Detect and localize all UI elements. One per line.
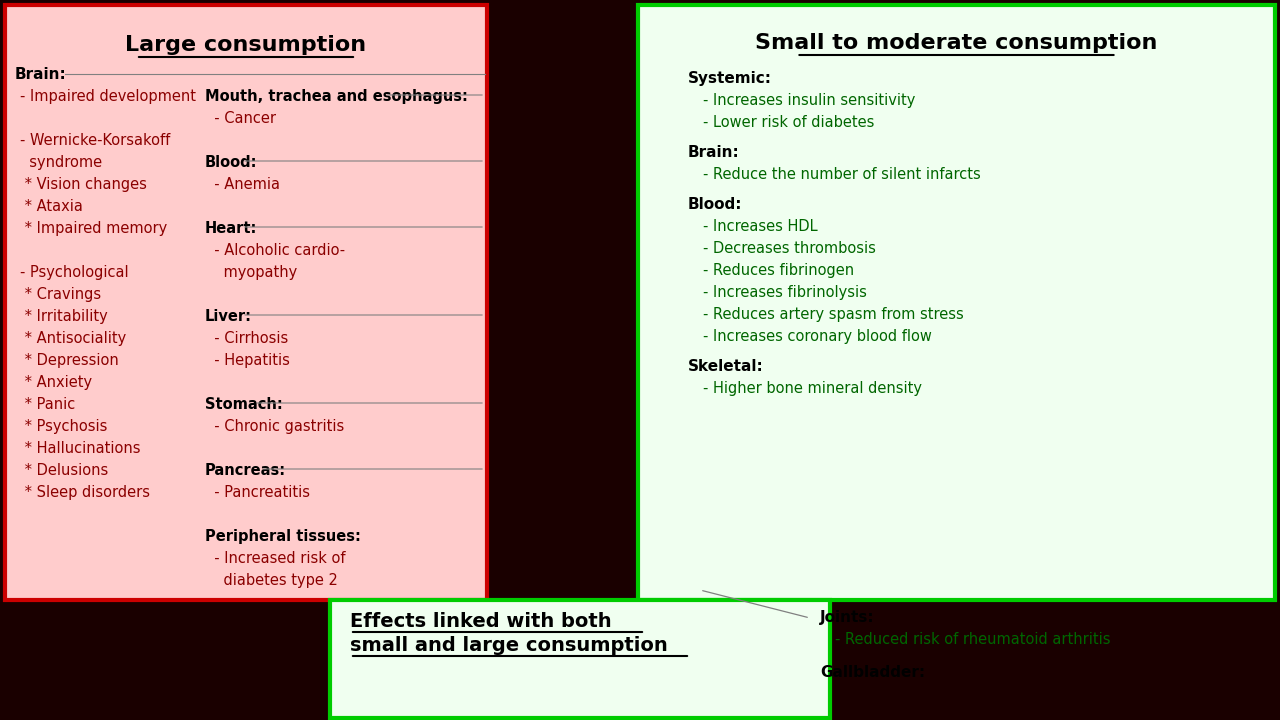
Text: - Psychological: - Psychological — [20, 265, 128, 280]
Text: - Chronic gastritis: - Chronic gastritis — [205, 419, 344, 434]
Text: diabetes type 2: diabetes type 2 — [205, 573, 338, 588]
Text: * Antisociality: * Antisociality — [20, 331, 127, 346]
Text: * Delusions: * Delusions — [20, 463, 109, 478]
Text: * Anxiety: * Anxiety — [20, 375, 92, 390]
Text: - Hepatitis: - Hepatitis — [205, 353, 289, 368]
Text: Large consumption: Large consumption — [125, 35, 366, 55]
FancyBboxPatch shape — [637, 5, 1275, 600]
Text: - Wernicke-Korsakoff: - Wernicke-Korsakoff — [20, 133, 170, 148]
Text: * Hallucinations: * Hallucinations — [20, 441, 141, 456]
Text: - Higher bone mineral density: - Higher bone mineral density — [703, 381, 922, 396]
Text: - Reduced risk of rheumatoid arthritis: - Reduced risk of rheumatoid arthritis — [835, 632, 1111, 647]
Text: Heart:: Heart: — [205, 221, 257, 236]
Text: - Anemia: - Anemia — [205, 177, 280, 192]
FancyBboxPatch shape — [330, 600, 829, 718]
Text: Skeletal:: Skeletal: — [689, 359, 764, 374]
Text: - Decreases thrombosis: - Decreases thrombosis — [703, 241, 876, 256]
Text: - Increases insulin sensitivity: - Increases insulin sensitivity — [703, 93, 915, 108]
Text: - Increases HDL: - Increases HDL — [703, 219, 818, 234]
Text: * Depression: * Depression — [20, 353, 119, 368]
Text: * Cravings: * Cravings — [20, 287, 101, 302]
Text: Brain:: Brain: — [689, 145, 740, 160]
Text: * Irritability: * Irritability — [20, 309, 108, 324]
Text: - Increased risk of: - Increased risk of — [205, 551, 346, 566]
Text: - Increases fibrinolysis: - Increases fibrinolysis — [703, 285, 867, 300]
Text: Blood:: Blood: — [205, 155, 257, 170]
Text: * Ataxia: * Ataxia — [20, 199, 83, 214]
Text: - Alcoholic cardio-: - Alcoholic cardio- — [205, 243, 346, 258]
Text: * Vision changes: * Vision changes — [20, 177, 147, 192]
Text: - Pancreatitis: - Pancreatitis — [205, 485, 310, 500]
Text: - Reduce the number of silent infarcts: - Reduce the number of silent infarcts — [703, 167, 980, 182]
Text: Gallbladder:: Gallbladder: — [820, 665, 925, 680]
Text: - Lower risk of diabetes: - Lower risk of diabetes — [703, 115, 874, 130]
Text: Peripheral tissues:: Peripheral tissues: — [205, 529, 361, 544]
Text: Stomach:: Stomach: — [205, 397, 283, 412]
Text: small and large consumption: small and large consumption — [349, 636, 668, 655]
Text: Brain:: Brain: — [15, 67, 67, 82]
Text: Small to moderate consumption: Small to moderate consumption — [755, 33, 1157, 53]
Text: Mouth, trachea and esophagus:: Mouth, trachea and esophagus: — [205, 89, 468, 104]
Text: - Reduces artery spasm from stress: - Reduces artery spasm from stress — [703, 307, 964, 322]
Text: - Impaired development: - Impaired development — [20, 89, 196, 104]
Text: syndrome: syndrome — [20, 155, 102, 170]
Text: - Increases coronary blood flow: - Increases coronary blood flow — [703, 329, 932, 344]
Text: * Sleep disorders: * Sleep disorders — [20, 485, 150, 500]
Text: * Panic: * Panic — [20, 397, 76, 412]
Text: Blood:: Blood: — [689, 197, 742, 212]
Text: Effects linked with both: Effects linked with both — [349, 612, 612, 631]
Text: Systemic:: Systemic: — [689, 71, 772, 86]
Text: Pancreas:: Pancreas: — [205, 463, 287, 478]
FancyBboxPatch shape — [5, 5, 486, 600]
Text: - Cancer: - Cancer — [205, 111, 276, 126]
Text: * Impaired memory: * Impaired memory — [20, 221, 168, 236]
Text: Liver:: Liver: — [205, 309, 252, 324]
Text: - Cirrhosis: - Cirrhosis — [205, 331, 288, 346]
Text: - Reduces fibrinogen: - Reduces fibrinogen — [703, 263, 854, 278]
Text: Joints:: Joints: — [820, 610, 874, 625]
Text: * Psychosis: * Psychosis — [20, 419, 108, 434]
Text: myopathy: myopathy — [205, 265, 297, 280]
